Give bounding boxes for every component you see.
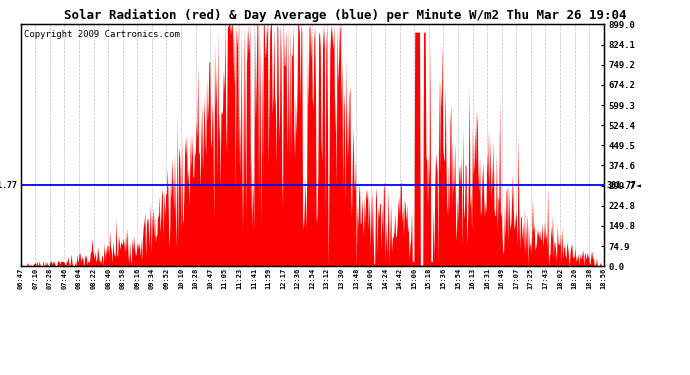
Text: Copyright 2009 Cartronics.com: Copyright 2009 Cartronics.com [23, 30, 179, 39]
Text: 301.77◄: 301.77◄ [607, 180, 642, 189]
Text: ►301.77: ►301.77 [0, 180, 18, 189]
Text: Solar Radiation (red) & Day Average (blue) per Minute W/m2 Thu Mar 26 19:04: Solar Radiation (red) & Day Average (blu… [63, 9, 627, 22]
